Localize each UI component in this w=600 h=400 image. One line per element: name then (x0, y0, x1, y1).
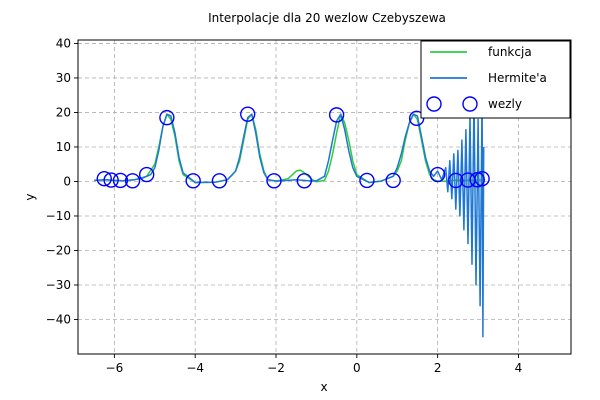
node-point (96, 171, 112, 187)
y-tick-label: 10 (56, 140, 71, 154)
node-point (112, 172, 129, 189)
x-tick-label: −2 (267, 361, 285, 375)
legend-marker-wezly-1 (426, 96, 442, 112)
node-point (448, 172, 464, 189)
y-tick-label: −10 (46, 209, 71, 223)
x-axis-label: x (320, 380, 327, 394)
node-point (266, 173, 282, 189)
y-axis-label: y (23, 193, 37, 200)
x-tick-label: −6 (106, 361, 124, 375)
y-tick-label: −40 (46, 312, 71, 326)
node-point (159, 109, 175, 126)
node-point (385, 172, 401, 189)
node-point (103, 172, 119, 188)
legend-label-hermite: Hermite'a (488, 71, 547, 85)
y-tick-label: 0 (63, 174, 71, 188)
series-line-hermite-a (94, 94, 485, 338)
node-point (296, 173, 312, 189)
node-point (138, 166, 155, 183)
node-point (474, 171, 490, 187)
node-point (124, 173, 141, 189)
y-tick-label: 30 (56, 71, 71, 85)
y-tick-label: −20 (46, 243, 71, 257)
node-point (359, 172, 375, 189)
series-layer (94, 94, 490, 338)
node-point (240, 106, 256, 122)
node-point (429, 166, 446, 183)
legend: funkcja Hermite'a wezly (420, 40, 571, 119)
node-point (328, 107, 345, 123)
legend-label-funkcja: funkcja (488, 45, 532, 59)
y-tick-label: 20 (56, 105, 71, 119)
legend-box (420, 40, 571, 119)
x-tick-label: 2 (434, 361, 442, 375)
legend-marker-wezly-2 (462, 96, 478, 112)
node-point (211, 173, 228, 189)
plot-frame (77, 39, 572, 355)
node-point (185, 173, 201, 189)
x-tick-label: 4 (515, 361, 523, 375)
legend-label-wezly: wezly (488, 97, 522, 111)
y-tick-label: 40 (56, 36, 71, 50)
y-tick-label: −30 (46, 278, 71, 292)
x-tick-label: −4 (186, 361, 204, 375)
x-tick-label: 0 (353, 361, 361, 375)
chart-title: Interpolacje dla 20 wezlow Czebyszewa (208, 11, 446, 25)
